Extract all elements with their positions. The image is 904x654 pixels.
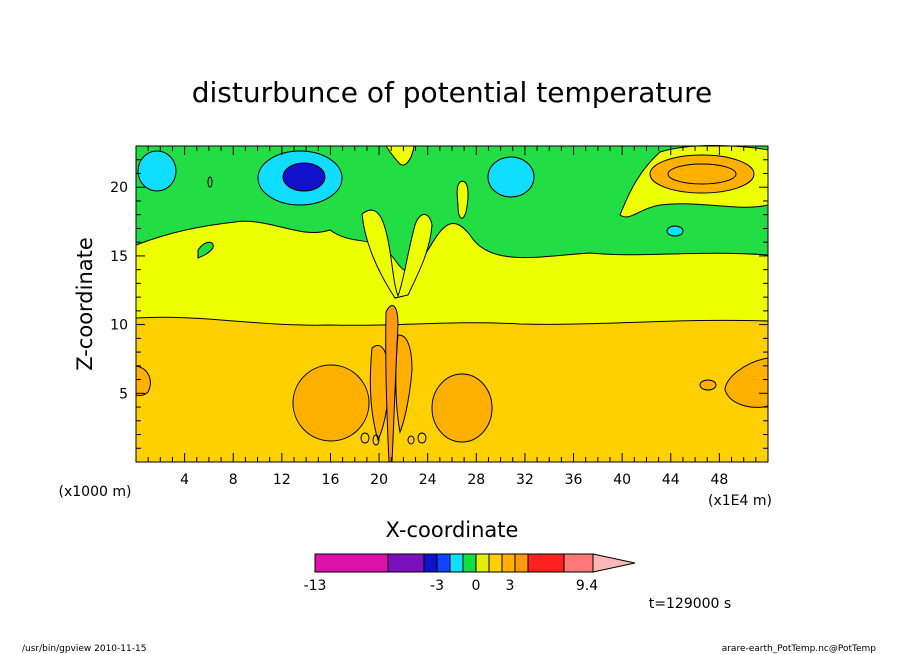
x-tick-label: 8 <box>229 472 238 488</box>
chart-title: disturbunce of potential temperature <box>192 76 713 109</box>
contour-line <box>407 435 415 445</box>
x-tick-label: 28 <box>467 472 485 488</box>
x-unit-label: (x1000 m) <box>59 484 132 500</box>
central-column <box>385 305 399 463</box>
orange-anomaly <box>135 365 151 397</box>
colorbar-segment <box>488 553 503 573</box>
x-tick-label: 12 <box>273 472 291 488</box>
blue-anomaly <box>282 162 326 192</box>
x-tick-label: 16 <box>322 472 340 488</box>
colorbar-label: -13 <box>304 578 327 594</box>
contour-line <box>417 432 427 444</box>
colorbar-segment <box>449 553 464 573</box>
x-tick-label: 48 <box>710 472 728 488</box>
colorbar-segment <box>436 553 451 573</box>
colorbar-label: 3 <box>506 578 515 594</box>
y-axis-label: Z-coordinate <box>73 237 97 371</box>
contour-line <box>207 176 213 188</box>
x-axis-label: X-coordinate <box>386 518 519 542</box>
x-tick-label: 32 <box>516 472 534 488</box>
plot-area <box>135 145 769 463</box>
colorbar <box>314 553 636 573</box>
x-tick-label: 44 <box>662 472 680 488</box>
cyan-anomaly <box>137 150 177 192</box>
colorbar-segment <box>563 553 594 573</box>
colorbar-labels: -13 -3 0 3 9.4 <box>304 578 599 594</box>
x-tick-label: 40 <box>613 472 631 488</box>
x-scale-label: (x1E4 m) <box>708 493 772 509</box>
colorbar-arrow <box>592 553 636 573</box>
cyan-anomaly <box>487 156 535 198</box>
y-tick-label: 20 <box>110 180 128 196</box>
colorbar-segment <box>501 553 516 573</box>
colorbar-segment <box>514 553 529 573</box>
colorbar-segment <box>387 553 425 573</box>
y-tick-label: 10 <box>110 318 128 334</box>
colorbar-segment <box>314 553 389 573</box>
colorbar-segment <box>462 553 477 573</box>
yellow-plume <box>361 209 433 299</box>
x-tick-label: 4 <box>180 472 189 488</box>
contour-line <box>667 163 737 185</box>
footer-right: arare-earth_PotTemp.nc@PotTemp <box>722 644 877 654</box>
y-tick-label: 15 <box>110 249 128 265</box>
y-axis: 5 10 15 20 <box>110 159 768 449</box>
colorbar-segment <box>527 553 565 573</box>
yellow-plume-top <box>385 145 415 166</box>
y-tick-label: 5 <box>119 386 128 402</box>
colorbar-label: 9.4 <box>576 578 598 594</box>
x-tick-label: 20 <box>370 472 388 488</box>
orange-anomaly <box>699 379 717 391</box>
orange-anomaly <box>395 334 413 434</box>
green-anomaly <box>197 241 214 259</box>
yellow-anomaly <box>456 180 469 219</box>
x-tick-label: 36 <box>565 472 583 488</box>
contour-line <box>372 434 380 446</box>
colorbar-segment <box>475 553 490 573</box>
colorbar-label: 0 <box>472 578 481 594</box>
orange-anomaly <box>431 373 493 443</box>
x-axis: 4 8 12 16 20 24 28 32 36 40 44 48 <box>147 146 757 488</box>
x-tick-label: 24 <box>419 472 437 488</box>
orange-anomaly <box>724 357 769 408</box>
time-label: t=129000 s <box>649 596 731 612</box>
colorbar-segment <box>423 553 438 573</box>
footer-left: /usr/bin/gpview 2010-11-15 <box>22 644 146 654</box>
contour-line <box>360 432 370 444</box>
orange-anomaly <box>649 154 755 194</box>
cyan-anomaly <box>666 225 684 237</box>
colorbar-label: -3 <box>430 578 444 594</box>
orange-anomaly <box>369 345 389 442</box>
orange-anomaly <box>292 364 370 442</box>
